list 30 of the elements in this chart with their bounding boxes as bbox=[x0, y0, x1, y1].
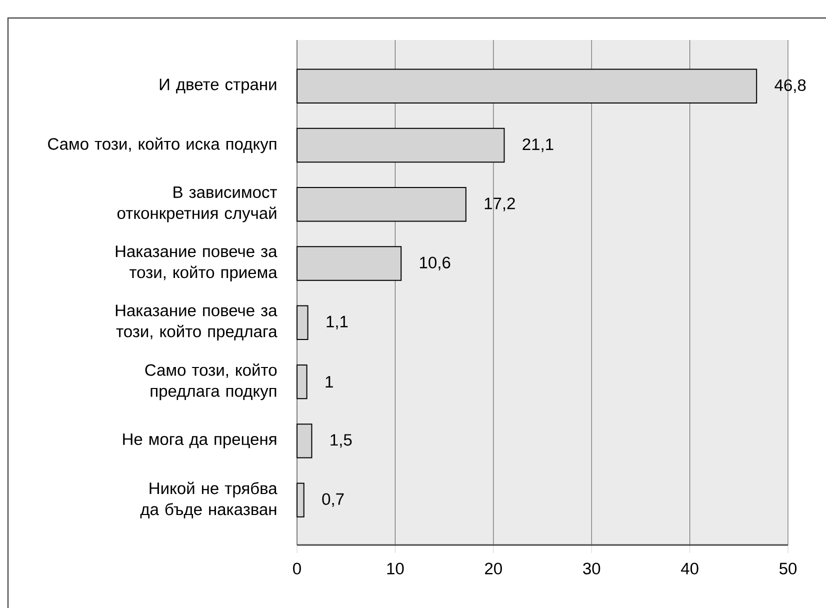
bar bbox=[296, 128, 505, 163]
x-tick-label: 40 bbox=[681, 562, 698, 574]
x-tick-label: 20 bbox=[485, 562, 502, 574]
data-label: 1 bbox=[326, 376, 333, 388]
bar bbox=[296, 305, 308, 340]
data-label: 10,6 bbox=[420, 256, 450, 270]
data-label: 0,7 bbox=[322, 493, 344, 507]
data-label: 1,1 bbox=[326, 316, 348, 330]
y-tick-label: Само този, който иска подкуп bbox=[48, 137, 276, 154]
bar bbox=[296, 482, 304, 518]
y-tick-label: И двете страни bbox=[160, 78, 276, 94]
bar bbox=[296, 364, 308, 400]
y-tick-label: Наказание повече за този, който предлага bbox=[116, 304, 278, 341]
x-tick-label: 50 bbox=[779, 562, 797, 574]
bar bbox=[296, 68, 758, 104]
x-tick-label: 0 bbox=[293, 562, 301, 574]
x-tick-label: 10 bbox=[387, 562, 404, 574]
y-tick-label: Наказание повече за този, който приема bbox=[116, 246, 278, 282]
bar bbox=[296, 187, 466, 222]
x-tick-label: 30 bbox=[583, 562, 600, 574]
data-label: 46,8 bbox=[774, 79, 806, 93]
data-label: 1,5 bbox=[330, 434, 352, 448]
bar bbox=[296, 246, 402, 281]
y-tick-label: Не мога да преценя bbox=[123, 434, 276, 448]
bar bbox=[296, 424, 312, 458]
data-label: 21,1 bbox=[522, 138, 554, 152]
y-tick-label: Никой не трябва да бъде наказван bbox=[140, 482, 278, 518]
y-tick-label: В зависимост отконкретния случай bbox=[117, 186, 278, 222]
data-label: 17,2 bbox=[484, 198, 515, 212]
y-tick-label: Само този, който предлага подкуп bbox=[145, 363, 277, 400]
